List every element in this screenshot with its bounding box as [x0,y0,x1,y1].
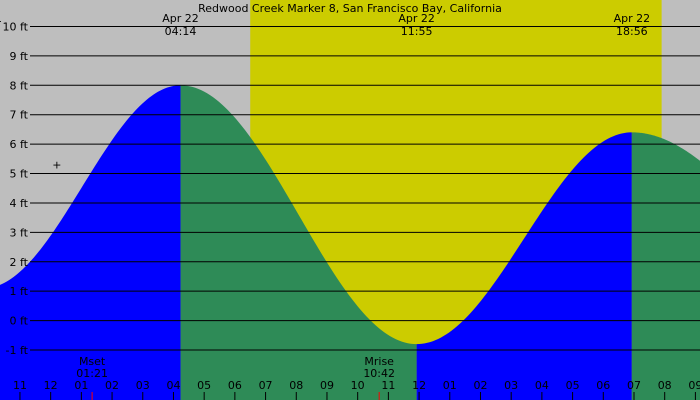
x-tick-label: 02 [105,379,119,392]
moon-event-time: 01:21 [76,367,108,380]
x-tick-label: 02 [473,379,487,392]
x-tick-label: 01 [74,379,88,392]
x-axis-ticks: 11 12 01 02 03 04 05 06 07 08 09 10 11 12 01 02 03 04 05 06… [13,379,700,400]
rising-tide-area [416,132,632,400]
x-tick-label: 05 [197,379,211,392]
x-tick-label: 06 [228,379,242,392]
extreme-date: Apr 22 [162,12,199,25]
x-tick-label: 03 [504,379,518,392]
y-tick-label: 9 ft [10,50,29,63]
x-tick-label: 01 [443,379,457,392]
y-tick-label: 7 ft [10,109,29,122]
x-tick-label: 09 [688,379,700,392]
extreme-time: 11:55 [401,25,433,38]
x-tick-label: 09 [320,379,334,392]
extreme-date: Apr 22 [398,12,435,25]
tide-areas [0,85,700,400]
x-tick-label: 12 [44,379,58,392]
y-tick-label: 4 ft [10,197,29,210]
y-tick-label: 0 ft [10,315,29,328]
falling-tide-area [631,132,700,400]
x-tick-label: 05 [566,379,580,392]
extreme-time: 04:14 [165,25,197,38]
x-tick-label: 11 [13,379,27,392]
y-tick-label: 5 ft [10,168,29,181]
x-tick-label: 08 [658,379,672,392]
falling-tide-area [180,85,417,400]
y-tick-label: 1 ft [10,285,29,298]
extreme-time: 18:56 [616,25,648,38]
rising-tide-area [0,85,181,400]
y-tick-label: 10 ft [3,20,29,33]
moon-event-time: 10:42 [363,367,395,380]
x-tick-label: 10 [351,379,365,392]
x-tick-label: 07 [259,379,273,392]
x-tick-label: 04 [535,379,549,392]
x-tick-label: 03 [136,379,150,392]
x-tick-label: 12 [412,379,426,392]
y-tick-label: -1 ft [6,344,29,357]
x-tick-label: 08 [289,379,303,392]
current-time-marker: + [52,159,61,172]
grid-lines [30,25,700,351]
extreme-date: Apr 22 [614,12,651,25]
moon-event-label: Mset [79,355,106,368]
y-tick-label: 2 ft [10,256,29,269]
moon-event-label: Mrise [364,355,394,368]
x-tick-label: 04 [166,379,180,392]
chart-title: Redwood Creek Marker 8, San Francisco Ba… [198,2,502,15]
y-tick-label: 6 ft [10,138,29,151]
x-tick-label: 07 [627,379,641,392]
x-tick-label: 11 [381,379,395,392]
y-tick-label: 3 ft [10,226,29,239]
y-axis-labels: 10 ft 9 ft 8 ft 7 ft 6 ft 5 ft 4 ft 3 ft 2 ft 1 f… [3,20,29,357]
x-tick-label: 06 [596,379,610,392]
y-tick-label: 8 ft [10,79,29,92]
extreme-date: Apr 21 [0,12,2,25]
